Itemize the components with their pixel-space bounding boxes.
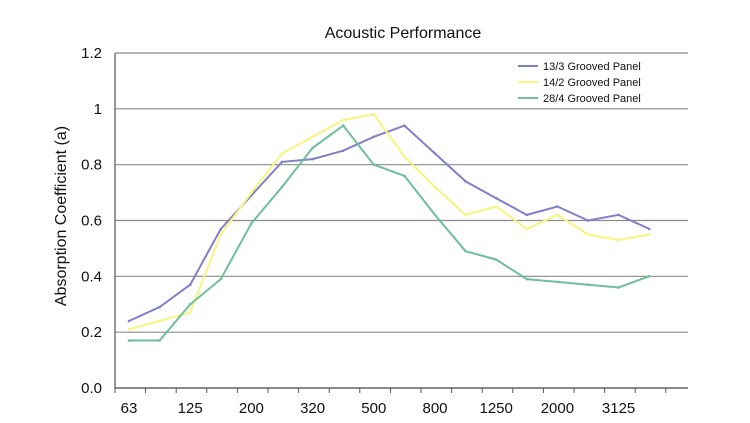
data-point: [219, 233, 223, 236]
data-point: [341, 149, 345, 153]
y-tick-label: 0.6: [81, 213, 102, 230]
axes: 0.0 0.2 0.4 0.6 0.8 1 1.2 63 125 200 320 500 800 1250…: [81, 45, 688, 417]
data-point: [647, 233, 651, 236]
y-tick-label: 1.2: [81, 45, 102, 62]
data-point: [617, 238, 620, 242]
x-tick-label: 63: [121, 400, 138, 417]
x-tick-label: 2000: [541, 400, 574, 417]
data-point: [617, 286, 620, 289]
data-point: [341, 124, 345, 127]
data-point: [250, 191, 253, 194]
data-point: [464, 180, 467, 183]
gridlines: [115, 52, 688, 389]
data-point: [158, 319, 161, 323]
chart-title: Acoustic Performance: [325, 25, 482, 42]
data-point: [158, 339, 161, 342]
data-point: [433, 185, 437, 189]
data-point: [127, 339, 131, 342]
data-point: [188, 302, 192, 306]
data-point: [525, 227, 529, 231]
series-line-1: [128, 124, 650, 322]
data-point: [586, 283, 590, 287]
data-point: [219, 277, 223, 281]
data-point: [127, 319, 131, 323]
data-point: [341, 118, 345, 122]
data-point: [372, 135, 376, 139]
x-tick-label: 3125: [602, 400, 635, 417]
y-tick-label: 0.0: [81, 380, 102, 397]
y-axis-label: Absorption Coefficient (a): [53, 126, 70, 306]
data-point: [403, 174, 406, 178]
legend-label: 13/3 Grooved Panel: [543, 61, 641, 73]
data-point: [464, 249, 467, 253]
data-point: [403, 124, 406, 127]
legend-label: 14/2 Grooved Panel: [543, 77, 641, 89]
data-point: [311, 146, 314, 150]
data-point: [280, 185, 284, 189]
series-line-3: [129, 124, 650, 342]
data-point: [219, 227, 223, 231]
series-lines: [127, 113, 651, 342]
data-point: [494, 196, 498, 200]
data-point: [556, 280, 559, 284]
data-point: [647, 275, 651, 278]
data-point: [280, 160, 284, 164]
data-point: [494, 205, 498, 208]
data-point: [158, 305, 161, 309]
data-point: [586, 219, 590, 222]
data-point: [617, 213, 620, 217]
x-tick-label: 1250: [480, 400, 513, 417]
legend: 13/3 Grooved Panel 14/2 Grooved Panel 28/4…: [518, 61, 641, 105]
data-point: [188, 283, 192, 287]
series-line-2: [128, 113, 650, 331]
x-tick-label: 125: [178, 400, 203, 417]
y-tick-label: 1: [94, 101, 102, 118]
y-tick-label: 0.2: [81, 324, 102, 341]
data-point: [494, 258, 498, 261]
data-point: [372, 113, 376, 116]
data-point: [556, 213, 559, 217]
data-point: [433, 152, 437, 155]
data-point: [647, 227, 651, 231]
legend-label: 28/4 Grooved Panel: [543, 93, 641, 105]
data-point: [311, 135, 314, 139]
data-point: [280, 152, 284, 155]
data-point: [556, 205, 559, 208]
data-point: [188, 311, 192, 314]
x-tick-label: 800: [422, 400, 447, 417]
x-tick-label: 500: [361, 400, 386, 417]
data-point: [250, 221, 253, 225]
y-tick-label: 0.4: [81, 268, 102, 285]
data-point: [525, 277, 529, 281]
data-point: [525, 213, 529, 217]
x-tick-label: 200: [239, 400, 264, 417]
data-point: [372, 163, 376, 166]
data-point: [433, 213, 437, 217]
data-point: [586, 233, 590, 236]
data-point: [464, 213, 467, 217]
data-point: [311, 157, 314, 161]
y-tick-label: 0.8: [81, 157, 102, 174]
data-point: [127, 328, 131, 331]
data-point: [403, 154, 406, 158]
x-tick-label: 320: [300, 400, 325, 417]
